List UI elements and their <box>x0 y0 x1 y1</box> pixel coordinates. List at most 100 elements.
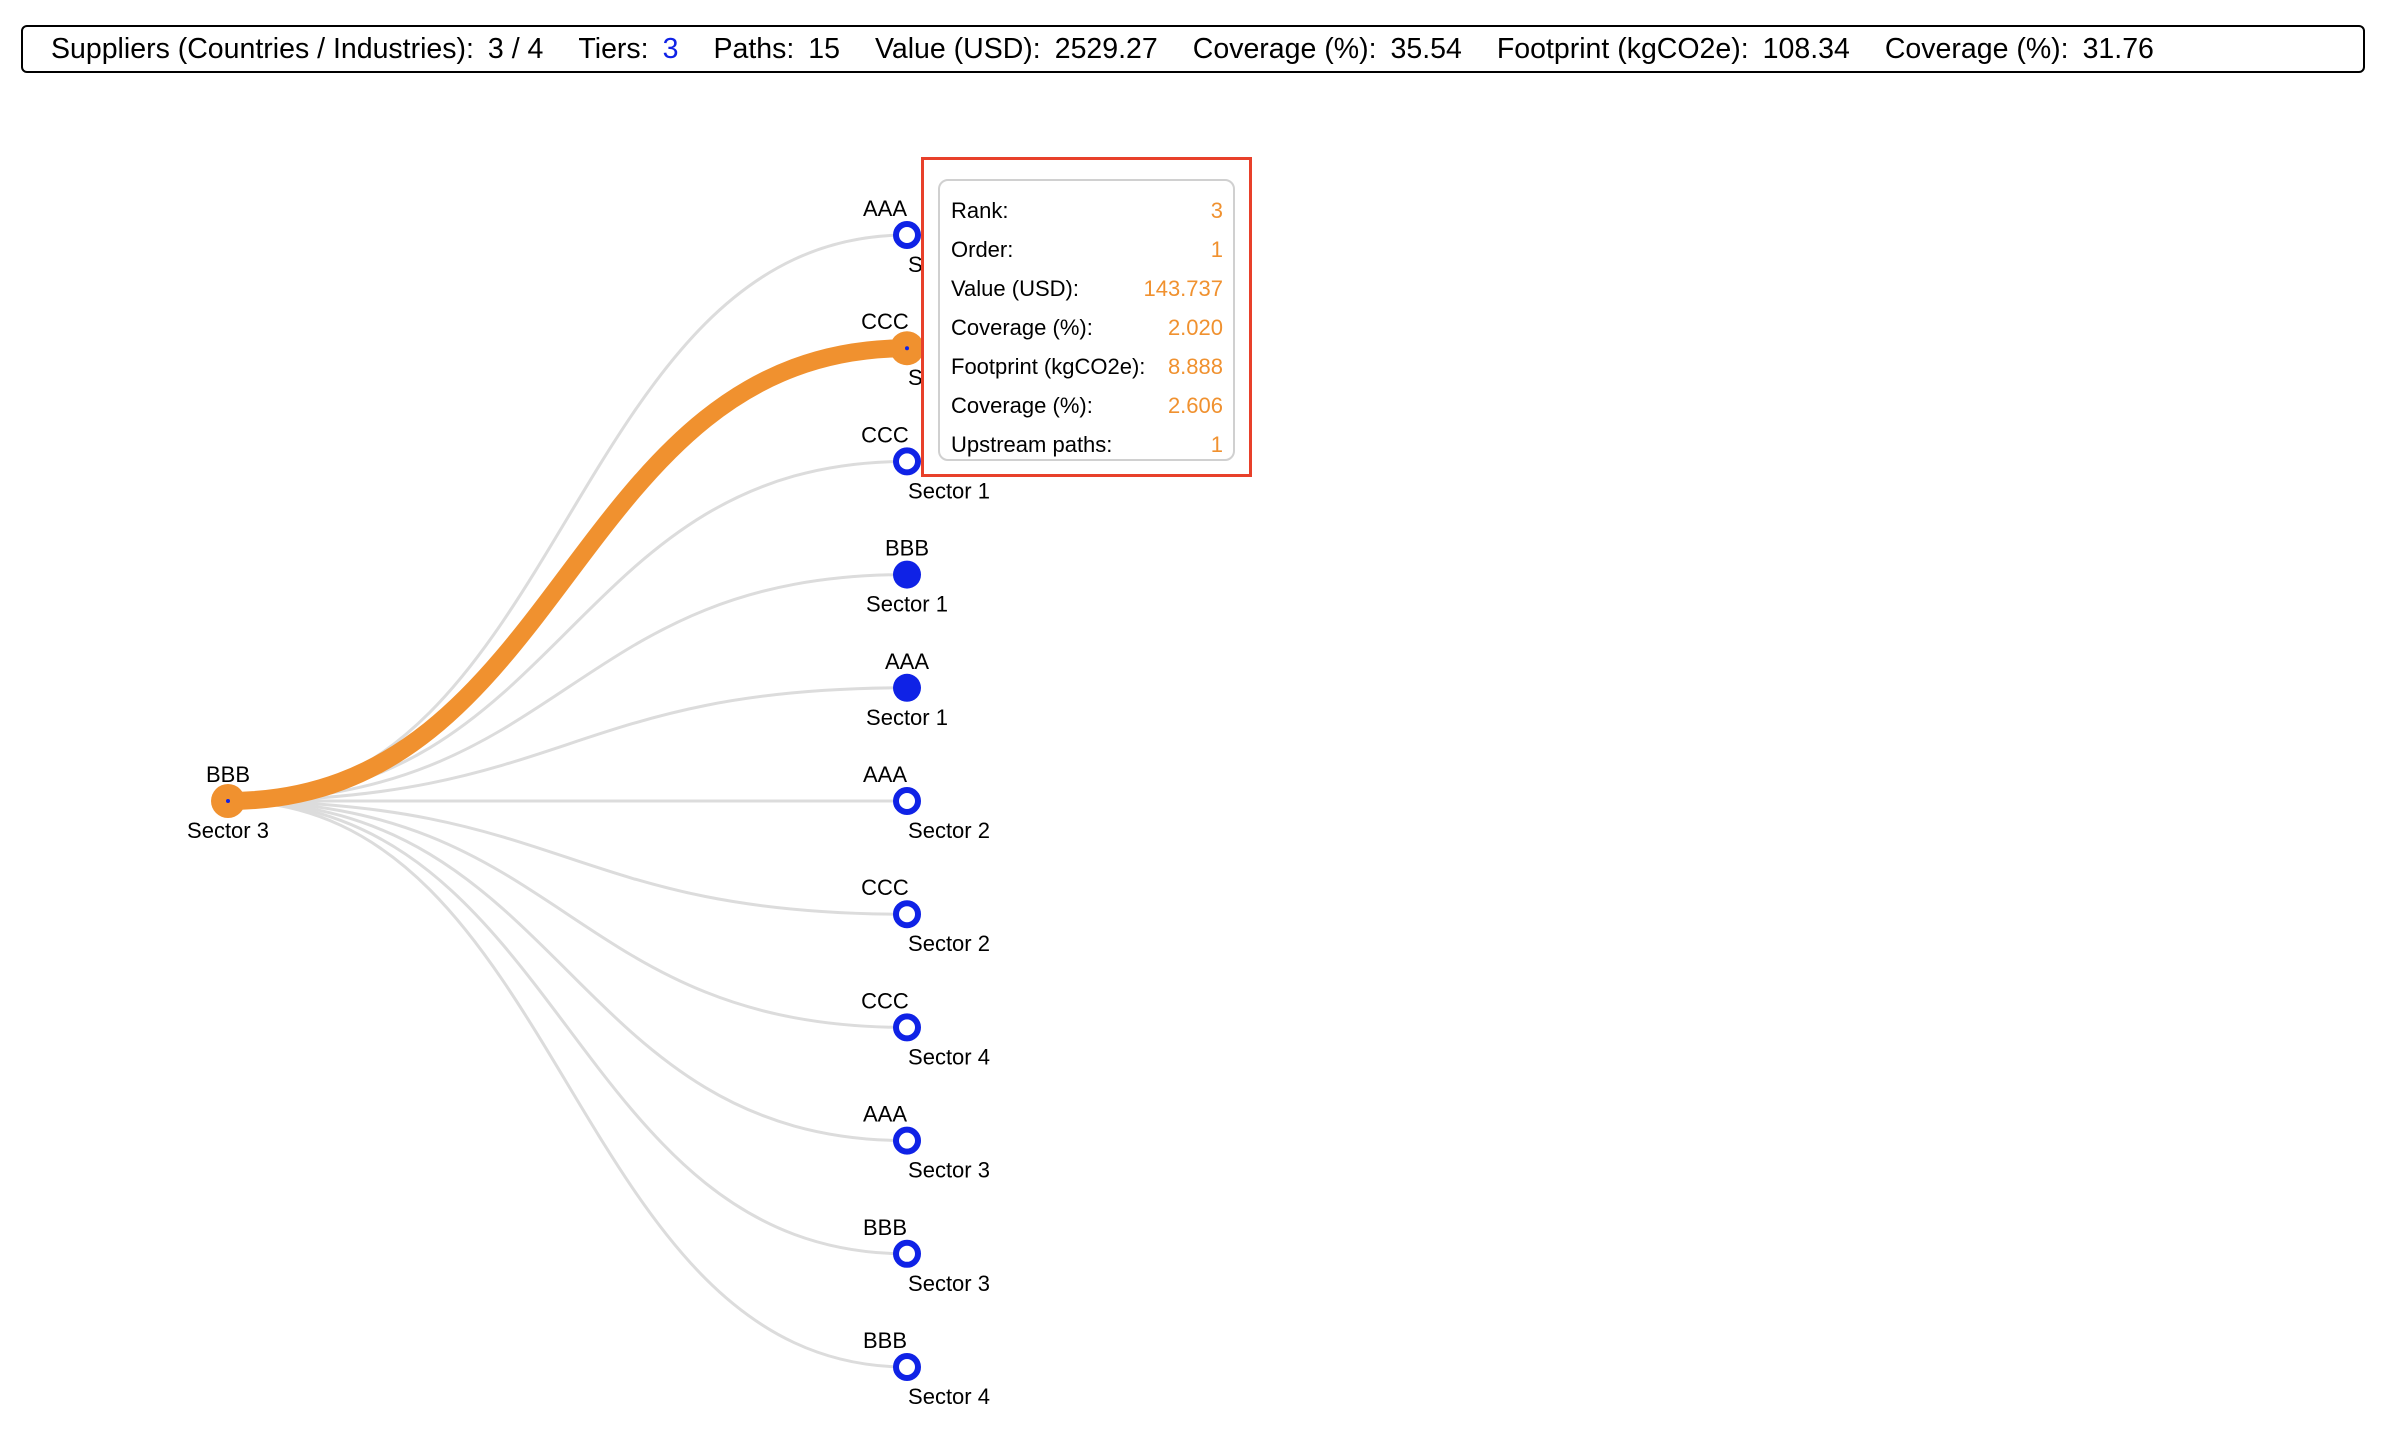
stat-paths-value: 15 <box>808 32 840 65</box>
child-node-1-country-label: AAA <box>863 196 907 221</box>
tooltip-row-value: 2.020 <box>1167 315 1223 340</box>
highlight-links-layer <box>219 339 916 810</box>
child-node-2-country-label: CCC <box>861 309 909 334</box>
stat-coverage-footprint-label: Coverage (%): <box>1884 32 2069 65</box>
stat-coverage-value: Coverage (%): 35.54 <box>1193 33 1462 66</box>
stat-footprint-label: Footprint (kgCO2e): <box>1496 32 1749 65</box>
child-node-10[interactable]: BBB Sector 3 <box>863 1215 990 1296</box>
tooltip-row-value: 2.606 <box>1167 393 1223 418</box>
child-node-7-sector-label: Sector 2 <box>908 931 990 956</box>
tooltip-row: Footprint (kgCO2e): 8.888 <box>951 349 1223 388</box>
stat-coverage-value-value: 35.54 <box>1390 32 1462 65</box>
stat-suppliers: Suppliers (Countries / Industries): 3 / … <box>51 33 543 66</box>
stat-coverage-footprint: Coverage (%): 31.76 <box>1885 33 2154 66</box>
tooltip-row-label: Value (USD): <box>951 276 1079 301</box>
child-node-5-marker[interactable] <box>893 673 921 702</box>
stat-suppliers-value: 3 / 4 <box>487 32 544 65</box>
tooltip-row-label: Upstream paths: <box>951 432 1113 457</box>
child-node-10-country-label: BBB <box>863 1215 907 1240</box>
child-node-3-country-label: CCC <box>861 422 909 447</box>
stat-paths: Paths: 15 <box>713 33 840 66</box>
stat-tiers-label: Tiers: <box>578 32 649 65</box>
child-node-9[interactable]: AAA Sector 3 <box>863 1102 990 1183</box>
child-node-10-marker[interactable] <box>893 1239 921 1268</box>
stat-value-value: 2529.27 <box>1054 32 1158 65</box>
root-node-country-label: BBB <box>206 762 250 787</box>
child-node-6-sector-label: Sector 2 <box>908 818 990 843</box>
child-node-11-marker[interactable] <box>893 1353 921 1381</box>
stat-tiers: Tiers: 3 <box>578 33 678 66</box>
child-node-9-sector-label: Sector 3 <box>908 1158 990 1183</box>
child-node-8-sector-label: Sector 4 <box>908 1044 990 1069</box>
child-node-11-sector-label: Sector 4 <box>908 1384 990 1409</box>
links-layer <box>227 233 908 1369</box>
child-node-3-marker[interactable] <box>893 447 921 476</box>
child-node-6-marker[interactable] <box>893 787 921 815</box>
tooltip-row-value: 1 <box>1210 237 1223 262</box>
child-node-4-sector-label: Sector 1 <box>866 592 948 617</box>
child-node-11-country-label: BBB <box>863 1328 907 1353</box>
child-node-4[interactable]: BBB Sector 1 <box>866 536 948 617</box>
tooltip-row-value: 1 <box>1210 432 1223 457</box>
stat-coverage-footprint-value: 31.76 <box>2082 32 2154 65</box>
link-3[interactable] <box>227 459 908 803</box>
child-node-2-center-dot <box>905 346 909 351</box>
node-tooltip: Rank: 3 Order: 1 Value (USD): 143.737 Coverage… <box>938 179 1235 461</box>
child-node-4-marker[interactable] <box>893 560 921 589</box>
child-node-5[interactable]: AAA Sector 1 <box>866 649 948 730</box>
stat-value-label: Value (USD): <box>874 32 1041 65</box>
root-node[interactable]: BBB Sector 3 <box>187 762 269 843</box>
tooltip-row: Order: 1 <box>951 232 1223 271</box>
child-node-8-marker[interactable] <box>893 1013 921 1042</box>
child-node-8[interactable]: CCC Sector 4 <box>861 988 990 1069</box>
tooltip-row: Coverage (%): 2.020 <box>951 310 1223 349</box>
tooltip-row-label: Footprint (kgCO2e): <box>951 354 1146 379</box>
child-node-4-country-label: BBB <box>885 536 929 561</box>
stat-suppliers-label: Suppliers (Countries / Industries): <box>51 32 474 65</box>
tooltip-row-label: Rank: <box>951 198 1009 223</box>
link-5[interactable] <box>227 686 908 803</box>
child-node-11[interactable]: BBB Sector 4 <box>863 1328 990 1409</box>
stat-paths-label: Paths: <box>713 32 795 65</box>
nodes-layer: BBB Sector 3 AAA Sector 1 CCC Sector 3 CCC Sect… <box>187 196 990 1409</box>
tooltip-row-value: 143.737 <box>1143 276 1223 301</box>
tooltip-row-value: 3 <box>1210 198 1223 223</box>
child-node-7-country-label: CCC <box>861 875 909 900</box>
tooltip-row-label: Order: <box>951 237 1014 262</box>
child-node-10-sector-label: Sector 3 <box>908 1271 990 1296</box>
tooltip-row-label: Coverage (%): <box>951 393 1093 418</box>
stat-coverage-value-label: Coverage (%): <box>1192 32 1377 65</box>
link-7[interactable] <box>227 799 908 916</box>
stat-tiers-value[interactable]: 3 <box>662 32 679 65</box>
child-node-7[interactable]: CCC Sector 2 <box>861 875 990 956</box>
stat-footprint-value: 108.34 <box>1762 32 1850 65</box>
tooltip-row: Value (USD): 143.737 <box>951 271 1223 310</box>
child-node-6[interactable]: AAA Sector 2 <box>863 762 990 843</box>
link-1[interactable] <box>227 233 908 803</box>
child-node-1-marker[interactable] <box>893 221 921 249</box>
link-9[interactable] <box>227 799 908 1143</box>
child-node-3[interactable]: CCC Sector 1 <box>861 422 990 503</box>
root-node-sector-label: Sector 3 <box>187 818 269 843</box>
link-11[interactable] <box>227 799 908 1369</box>
child-node-7-marker[interactable] <box>893 900 921 929</box>
link-8[interactable] <box>227 799 908 1029</box>
child-node-5-sector-label: Sector 1 <box>866 705 948 730</box>
link-highlight-2[interactable] <box>219 339 916 810</box>
child-node-9-marker[interactable] <box>893 1126 921 1155</box>
child-node-5-country-label: AAA <box>885 649 929 674</box>
link-10[interactable] <box>227 799 908 1256</box>
child-node-9-country-label: AAA <box>863 1102 907 1127</box>
child-node-6-country-label: AAA <box>863 762 907 787</box>
child-node-8-country-label: CCC <box>861 988 909 1013</box>
stat-value: Value (USD): 2529.27 <box>875 33 1158 66</box>
child-node-3-sector-label: Sector 1 <box>908 478 990 503</box>
summary-stats-bar: Suppliers (Countries / Industries): 3 / … <box>21 25 2365 73</box>
tooltip-row: Coverage (%): 2.606 <box>951 388 1223 427</box>
stat-footprint: Footprint (kgCO2e): 108.34 <box>1497 33 1850 66</box>
root-node-center-dot <box>226 799 230 803</box>
link-4[interactable] <box>227 573 908 803</box>
tooltip-highlight-frame: Rank: 3 Order: 1 Value (USD): 143.737 Coverage… <box>921 157 1252 477</box>
